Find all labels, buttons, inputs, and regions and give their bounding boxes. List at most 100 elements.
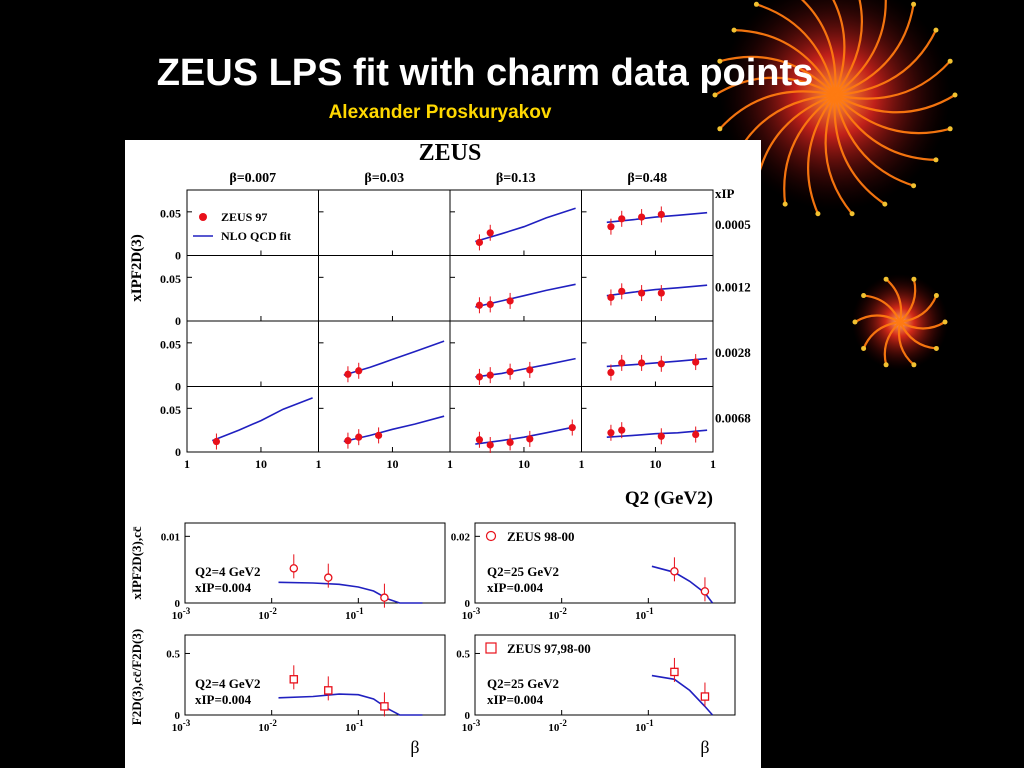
fit-curve-0-2 [475,207,576,243]
charm-x-axis-label-1-1: β [700,737,709,757]
data-point-1-3-0 [607,293,615,302]
data-point-3-0-0 [212,437,221,446]
firework-ray-0-19 [834,4,915,97]
firework-ray-0-7 [783,94,836,205]
firework-spark-0-5 [849,211,855,217]
data-point-0-3-0 [607,223,615,231]
firework-ray-0-4 [833,94,886,206]
data-point-2-3-0 [607,368,615,377]
charm-x-tick-exponent: -1 [356,718,364,728]
y-tick-label-zero-0: 0 [175,249,181,263]
charm-x-tick-exponent: -3 [473,718,481,728]
grid-cell-1-0 [186,255,319,322]
slide-title: ZEUS LPS fit with charm data points [156,52,814,94]
firework-spark-0-1 [947,126,953,132]
data-point-1-3-3 [657,289,665,297]
charm-x-tick-exponent: -3 [183,606,191,616]
x-tick-label-10-1: 10 [386,457,398,471]
y-axis-label: xIPF2D(3) [129,234,145,302]
charm-label-xip-0-1: xIP=0.004 [487,580,544,595]
charm-y-axis-label-0: xIPF2D(3),cc̄ [129,526,144,600]
charm-x-tick-label-1-1: 10-2 [548,718,567,734]
firework-spark-0-7 [782,201,788,207]
slide-subtitle: Alexander Proskuryakov [328,102,552,123]
legend-marker-data [199,213,207,221]
data-point-3-2-1 [486,441,494,449]
grid-cell-3-0 [186,386,319,453]
firework-spark-0-2 [933,157,939,163]
charm-x-tick-exponent: -3 [183,718,191,728]
y-tick-label-high-3: 0.05 [160,403,181,417]
x-tick-label-10-3: 10 [649,457,661,471]
x-axis-label: Q2 (GeV2) [625,488,713,509]
charm-label-q2-0-0: Q2=4 GeV2 [195,564,261,579]
data-point-3-1-1 [355,433,363,441]
charm-legend-label-1-1: ZEUS 97,98-00 [507,641,591,656]
y-tick-label-high-1: 0.05 [160,272,181,286]
charm-x-axis-label-1-0: β [410,737,419,757]
firework-spark-0-19 [911,1,917,7]
firework-ray-0-6 [807,94,836,215]
data-point-1-2-0 [475,301,484,309]
data-point-3-3-3 [692,430,700,439]
firework-spark-0-0 [952,92,958,98]
charm-legend-marker-1-1 [485,642,497,654]
charm-y-tick-zero-0-0: 0 [175,598,181,610]
firework-ray-0-3 [833,94,914,187]
firework-spark-0-3 [911,183,917,189]
y-tick-label-high-0: 0.05 [160,207,181,221]
firework-spark-0-4 [882,201,888,207]
charm-plot-frame-1-0 [184,634,446,716]
charm-y-tick-label-1-0: 0.5 [166,648,180,660]
data-point-3-2-0 [475,436,484,444]
grid-cell-1-3 [581,255,714,322]
grid-cell-2-0 [186,320,319,387]
data-point-3-3-1 [618,426,626,434]
firework-ray-0-15 [801,0,837,96]
firework-ray-1-0 [899,321,946,330]
charm-data-point-1-1-1 [700,692,710,701]
data-point-3-1-2 [375,431,383,440]
data-point-3-3-0 [607,429,615,437]
charm-data-point-1-0-0 [289,675,299,684]
legend-label-fit: NLO QCD fit [221,229,291,243]
firework-ray-0-16 [832,0,846,96]
firework-ray-0-18 [834,0,887,96]
grid-cell-1-1 [318,255,451,322]
charm-x-tick-exponent: -2 [269,718,277,728]
grid-cell-0-2 [449,189,582,256]
firework-ray-0-11 [714,76,836,96]
y-tick-label-zero-2: 0 [175,380,181,394]
data-point-0-3-1 [618,215,626,223]
charm-data-point-1-1-0 [670,667,679,677]
firework-ray-0-12 [719,55,836,96]
data-point-0-2-0 [475,238,484,246]
charm-x-tick-exponent: -2 [269,606,277,616]
data-point-2-1-0 [344,370,352,378]
firework-spark-0-6 [815,211,821,217]
firework-spark-1-8 [911,276,917,282]
zeus-figure: ZEUS xIPF2D(3) β=0.007 β=0.03 β=0.13 β=0.48 x… [129,140,751,757]
charm-label-q2-1-0: Q2=4 GeV2 [195,676,261,691]
firework-spark-1-1 [933,345,939,351]
data-point-2-3-1 [618,359,626,367]
data-point-3-2-2 [506,438,514,446]
charm-label-q2-1-1: Q2=25 GeV2 [487,676,559,691]
x-tick-label-10-0: 10 [255,457,267,471]
grid-cell-1-2 [449,255,582,322]
charm-label-xip-1-1: xIP=0.004 [487,692,544,707]
charm-x-tick-label-0-1: 10-1 [635,606,654,622]
charm-label-xip-1-0: xIP=0.004 [195,692,252,707]
charm-y-tick-label-0-0: 0.01 [161,531,180,543]
data-point-3-2-3 [526,435,534,443]
figure-panel: ZEUS xIPF2D(3) β=0.007 β=0.03 β=0.13 β=0.48 x… [125,140,761,768]
firework-ray-0-5 [824,94,853,215]
charm-x-tick-label-0-1: 10-2 [548,606,567,622]
firework-ray-1-6 [863,294,901,323]
firework-ray-0-21 [834,60,951,100]
row-label-2: 0.0028 [715,345,751,360]
data-point-0-2-1 [486,229,494,237]
firework-spark-1-3 [883,362,889,368]
charm-x-tick-label-0-0: 10-2 [258,606,277,622]
charm-data-point-0-0-0 [289,564,299,573]
